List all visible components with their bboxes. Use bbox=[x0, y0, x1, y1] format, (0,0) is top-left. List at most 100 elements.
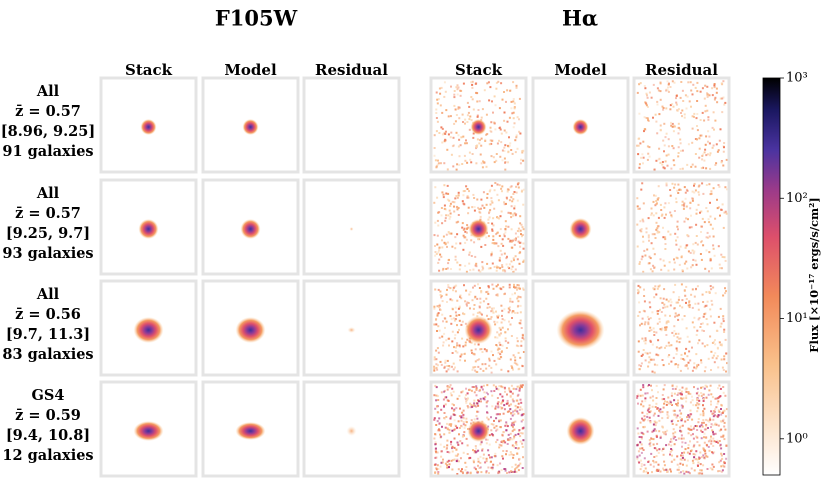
noise-pixel bbox=[521, 442, 524, 445]
noise-pixel bbox=[680, 437, 683, 440]
noise-pixel bbox=[719, 214, 721, 217]
noise-pixel bbox=[705, 318, 708, 320]
noise-pixel bbox=[702, 244, 705, 247]
noise-pixel bbox=[443, 204, 446, 207]
noise-pixel bbox=[494, 405, 497, 408]
noise-pixel bbox=[435, 424, 438, 426]
noise-pixel bbox=[490, 251, 493, 254]
noise-pixel bbox=[474, 366, 477, 368]
noise-pixel bbox=[656, 407, 659, 410]
noise-pixel bbox=[522, 288, 525, 291]
noise-pixel bbox=[711, 146, 714, 149]
noise-pixel bbox=[679, 245, 682, 248]
noise-pixel bbox=[493, 242, 496, 245]
noise-pixel bbox=[665, 344, 668, 347]
noise-pixel bbox=[461, 200, 464, 203]
noise-pixel bbox=[674, 332, 677, 335]
noise-pixel bbox=[653, 461, 656, 464]
noise-pixel bbox=[717, 441, 720, 444]
noise-pixel bbox=[695, 450, 698, 453]
noise-pixel bbox=[709, 308, 712, 311]
noise-pixel bbox=[506, 255, 508, 258]
noise-pixel bbox=[499, 353, 502, 356]
noise-pixel bbox=[465, 394, 467, 397]
noise-pixel bbox=[522, 456, 524, 459]
noise-pixel bbox=[679, 393, 682, 396]
noise-pixel bbox=[681, 109, 684, 112]
image-panel bbox=[429, 76, 528, 174]
noise-pixel bbox=[723, 453, 726, 455]
noise-pixel bbox=[512, 456, 515, 459]
noise-pixel bbox=[725, 457, 728, 460]
noise-pixel bbox=[690, 467, 693, 470]
noise-pixel bbox=[711, 424, 714, 427]
noise-pixel bbox=[646, 145, 649, 148]
noise-pixel bbox=[661, 426, 664, 429]
noise-pixel bbox=[446, 428, 449, 431]
noise-pixel bbox=[437, 162, 440, 165]
noise-pixel bbox=[437, 472, 440, 475]
noise-pixel bbox=[707, 218, 710, 221]
noise-pixel bbox=[482, 191, 485, 194]
noise-pixel bbox=[660, 209, 663, 211]
noise-pixel bbox=[444, 426, 447, 429]
noise-pixel bbox=[489, 203, 492, 206]
noise-pixel bbox=[704, 267, 707, 270]
noise-pixel bbox=[469, 307, 471, 310]
noise-pixel bbox=[471, 98, 474, 101]
noise-pixel bbox=[514, 447, 517, 449]
noise-pixel bbox=[719, 325, 722, 328]
image-panel bbox=[632, 178, 731, 276]
noise-pixel bbox=[449, 417, 452, 420]
noise-pixel bbox=[522, 247, 525, 250]
noise-pixel bbox=[664, 326, 666, 329]
noise-pixel bbox=[453, 201, 456, 204]
noise-pixel bbox=[691, 459, 694, 462]
noise-pixel bbox=[453, 122, 456, 125]
noise-pixel bbox=[676, 468, 679, 471]
noise-pixel bbox=[665, 444, 668, 447]
noise-pixel bbox=[489, 188, 492, 191]
noise-pixel bbox=[673, 81, 676, 84]
noise-pixel bbox=[455, 168, 458, 171]
noise-pixel bbox=[655, 203, 658, 205]
noise-pixel bbox=[447, 192, 450, 195]
noise-pixel bbox=[677, 192, 680, 194]
noise-pixel bbox=[464, 424, 467, 427]
noise-pixel bbox=[466, 444, 469, 447]
noise-pixel bbox=[676, 109, 679, 112]
noise-pixel bbox=[683, 205, 686, 208]
noise-pixel bbox=[434, 288, 437, 291]
noise-pixel bbox=[702, 421, 705, 424]
noise-pixel bbox=[475, 447, 477, 450]
noise-pixel bbox=[467, 111, 470, 114]
noise-pixel bbox=[484, 138, 487, 141]
noise-pixel bbox=[494, 336, 497, 339]
noise-pixel bbox=[445, 448, 448, 451]
noise-pixel bbox=[707, 118, 710, 121]
noise-pixel bbox=[505, 421, 508, 424]
noise-pixel bbox=[637, 350, 640, 353]
noise-pixel bbox=[648, 146, 651, 149]
noise-pixel bbox=[690, 434, 693, 437]
noise-pixel bbox=[519, 319, 522, 322]
noise-pixel bbox=[439, 443, 442, 446]
noise-pixel bbox=[663, 303, 666, 306]
noise-pixel bbox=[511, 246, 514, 249]
noise-pixel bbox=[478, 306, 481, 309]
noise-pixel bbox=[496, 315, 498, 318]
noise-pixel bbox=[517, 402, 520, 405]
noise-pixel bbox=[486, 384, 489, 387]
noise-pixel bbox=[508, 144, 511, 147]
noise-pixel bbox=[502, 269, 505, 272]
noise-pixel bbox=[437, 325, 440, 328]
noise-pixel bbox=[684, 94, 687, 97]
noise-pixel bbox=[440, 408, 443, 411]
noise-pixel bbox=[472, 132, 475, 135]
noise-pixel bbox=[715, 406, 718, 409]
noise-pixel bbox=[641, 337, 644, 340]
noise-pixel bbox=[436, 347, 439, 350]
noise-pixel bbox=[644, 359, 647, 362]
noise-pixel bbox=[513, 212, 516, 215]
noise-pixel bbox=[508, 320, 510, 323]
